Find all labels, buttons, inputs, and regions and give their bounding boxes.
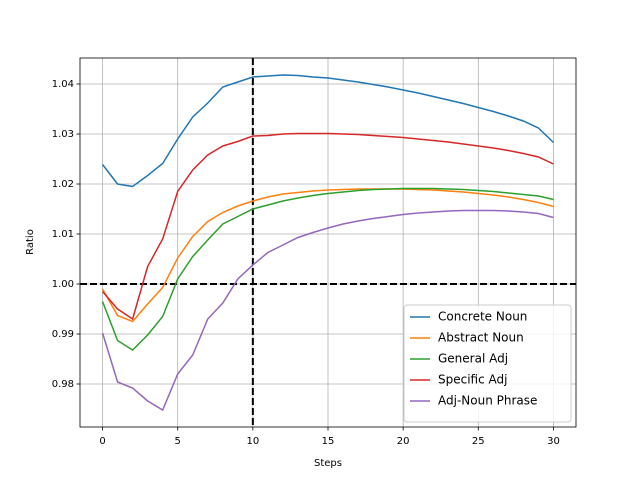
- series-line: [101, 74, 554, 188]
- y-tick-label: 1.01: [52, 229, 74, 240]
- legend-label: Specific Adj: [438, 373, 507, 387]
- y-tick-label: 1.04: [52, 79, 74, 90]
- series-line: [101, 209, 554, 412]
- x-tick-label: 15: [322, 436, 335, 447]
- series-line: [101, 187, 554, 351]
- x-tick-label: 20: [397, 436, 410, 447]
- series-line: [101, 188, 554, 323]
- series-line: [101, 132, 554, 321]
- y-tick-label: 0.98: [52, 379, 74, 390]
- x-tick-label: 25: [472, 436, 485, 447]
- axes-frame: [79, 57, 577, 428]
- legend-label: Abstract Noun: [438, 331, 524, 345]
- y-tick-label: 1.00: [52, 279, 74, 290]
- x-tick-label: 30: [547, 436, 560, 447]
- x-tick-label: 5: [175, 436, 181, 447]
- legend-label: Concrete Noun: [438, 310, 527, 324]
- y-tick-label: 1.02: [52, 179, 74, 190]
- legend-label: General Adj: [438, 352, 508, 366]
- y-axis-label: Ratio: [25, 229, 36, 255]
- y-tick-label: 1.03: [52, 129, 74, 140]
- x-axis-label: Steps: [314, 458, 342, 469]
- legend-label: Adj-Noun Phrase: [438, 394, 537, 408]
- y-tick-label: 0.99: [52, 329, 74, 340]
- x-tick-label: 10: [246, 436, 259, 447]
- legend-box: [403, 304, 572, 423]
- x-tick-label: 0: [99, 436, 105, 447]
